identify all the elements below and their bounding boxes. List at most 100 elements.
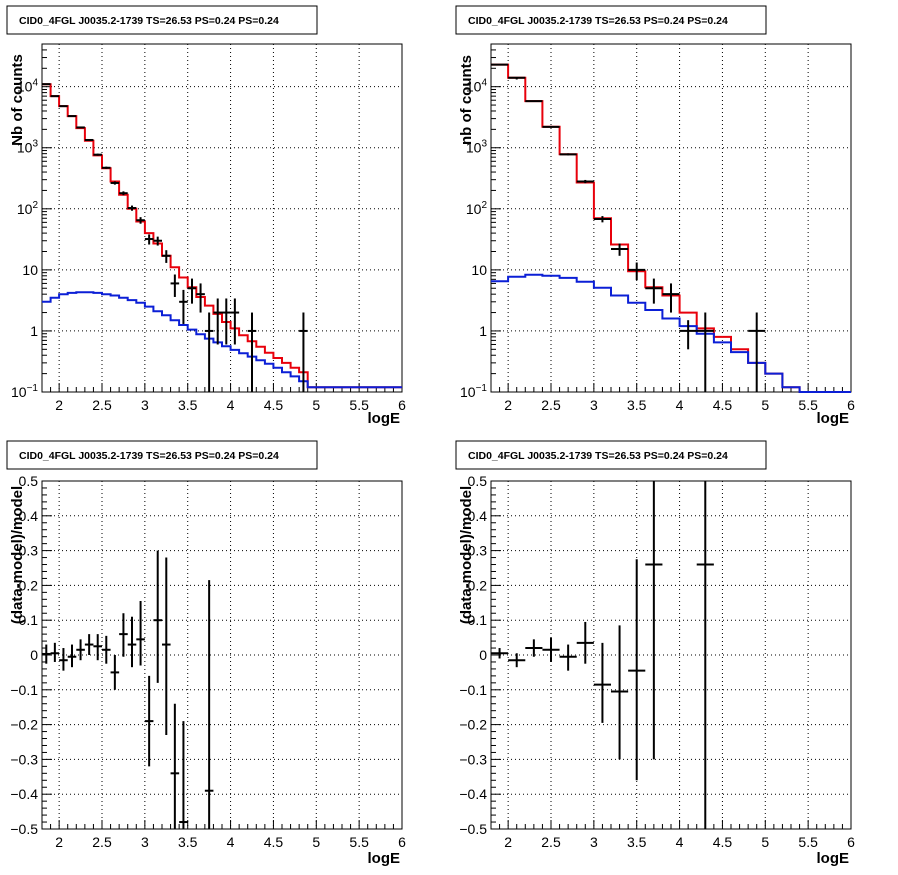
x-tick-label: 5 — [761, 834, 769, 850]
data-point — [508, 653, 526, 668]
y-tick-label: 1 — [479, 323, 487, 339]
data-point — [162, 557, 171, 736]
data-point — [611, 625, 629, 760]
plot-area — [42, 44, 402, 392]
title-box — [6, 440, 318, 470]
x-tick-label: 5.5 — [798, 397, 818, 413]
data-point — [576, 179, 594, 184]
y-tick-label: 0.4 — [468, 508, 488, 524]
data-point — [136, 217, 145, 224]
y-axis-label: nb of counts — [458, 55, 475, 145]
y-tick-label: −0.5 — [459, 821, 487, 837]
y-tick-label: 0.1 — [468, 612, 488, 628]
x-tick-label: 2.5 — [541, 834, 561, 850]
data-point — [645, 481, 663, 760]
data-point — [542, 637, 560, 662]
y-tick-label: −0.3 — [10, 751, 38, 767]
data-point — [76, 639, 85, 661]
y-tick-label: 0.5 — [19, 473, 39, 489]
x-tick-label: 4 — [676, 397, 684, 413]
data-point — [525, 100, 543, 103]
x-tick-label: 3.5 — [178, 834, 198, 850]
x-tick-label: 4 — [676, 834, 684, 850]
data-point — [247, 312, 257, 392]
x-tick-label: 2.5 — [92, 834, 112, 850]
data-point — [611, 243, 629, 256]
data-point — [662, 283, 680, 313]
data-point — [645, 278, 663, 304]
x-tick-label: 2 — [504, 397, 512, 413]
y-tick-label: 0.2 — [468, 577, 488, 593]
x-axis-label: logE — [368, 850, 401, 867]
y-tick-label: 0 — [479, 647, 487, 663]
data-point — [696, 481, 714, 829]
y-tick-label: 0.4 — [19, 508, 39, 524]
x-axis-label: logE — [817, 850, 850, 867]
data-point — [576, 621, 594, 664]
y-tick-label: −0.1 — [459, 682, 487, 698]
data-point — [204, 312, 214, 392]
y-tick-label: 0.1 — [19, 612, 39, 628]
x-axis-label: logE — [368, 410, 401, 427]
data-point — [144, 675, 154, 767]
y-axis-label: (data-model)/model — [458, 486, 475, 624]
y-tick-label: 103 — [466, 139, 488, 156]
data-point — [213, 298, 222, 345]
data-point — [84, 634, 94, 655]
x-tick-label: 5.5 — [349, 397, 369, 413]
data-point — [110, 181, 120, 185]
data-point — [50, 95, 60, 98]
data-point — [525, 639, 543, 657]
data-point — [153, 550, 162, 683]
data-point — [628, 262, 646, 281]
data-point — [187, 278, 197, 304]
x-tick-label: 3.5 — [627, 834, 647, 850]
y-tick-label: 10 — [22, 262, 38, 278]
title-box — [6, 5, 318, 35]
y-tick-label: 103 — [17, 139, 39, 156]
x-tick-label: 2 — [55, 834, 63, 850]
y-tick-label: 102 — [466, 200, 488, 217]
y-axis-label: Nb of counts — [9, 54, 26, 146]
data-point — [102, 635, 111, 664]
x-tick-label: 5.5 — [349, 834, 369, 850]
data-point — [179, 721, 188, 829]
y-tick-label: 10 — [471, 262, 487, 278]
data-point — [59, 648, 68, 671]
chart-panel-2: 2 2.5 3 3.5 4 4.5 5 5.5 6 10−1 1 10 102 103 104 CID0_4F… — [455, 5, 855, 427]
x-tick-label: 6 — [398, 397, 406, 413]
x-tick-label: 3 — [141, 834, 149, 850]
x-tick-label: 4.5 — [264, 834, 284, 850]
data-point — [127, 205, 137, 211]
x-tick-label: 5 — [761, 397, 769, 413]
data-point — [559, 644, 577, 671]
y-tick-label: 102 — [17, 200, 39, 217]
data-point — [542, 125, 560, 128]
data-point — [93, 153, 102, 156]
y-tick-label: 0.2 — [19, 577, 39, 593]
x-tick-label: 4 — [227, 834, 235, 850]
series-component — [42, 291, 402, 389]
x-tick-label: 4.5 — [264, 397, 284, 413]
data-point — [170, 274, 180, 297]
y-tick-label: −0.4 — [10, 786, 38, 802]
data-point — [144, 234, 154, 245]
x-tick-label: 3 — [590, 397, 598, 413]
y-tick-label: 0.3 — [468, 543, 488, 559]
y-tick-label: −0.4 — [459, 786, 487, 802]
data-point — [179, 289, 188, 324]
chart-panel-1: 2 2.5 3 3.5 4 4.5 5 5.5 6 10−1 1 10 102 103 104 CID0_4F… — [6, 5, 406, 427]
x-tick-label: 6 — [847, 834, 855, 850]
data-point — [136, 601, 145, 666]
data-point — [593, 642, 611, 723]
y-tick-label: −0.5 — [10, 821, 38, 837]
x-tick-label: 3.5 — [627, 397, 647, 413]
data-point — [491, 648, 509, 659]
data-point — [508, 76, 526, 80]
x-tick-label: 5 — [312, 397, 320, 413]
data-point — [222, 298, 231, 345]
y-axis-label: (data-model)/model — [9, 486, 26, 624]
x-tick-label: 2 — [55, 397, 63, 413]
title-box — [455, 440, 767, 470]
